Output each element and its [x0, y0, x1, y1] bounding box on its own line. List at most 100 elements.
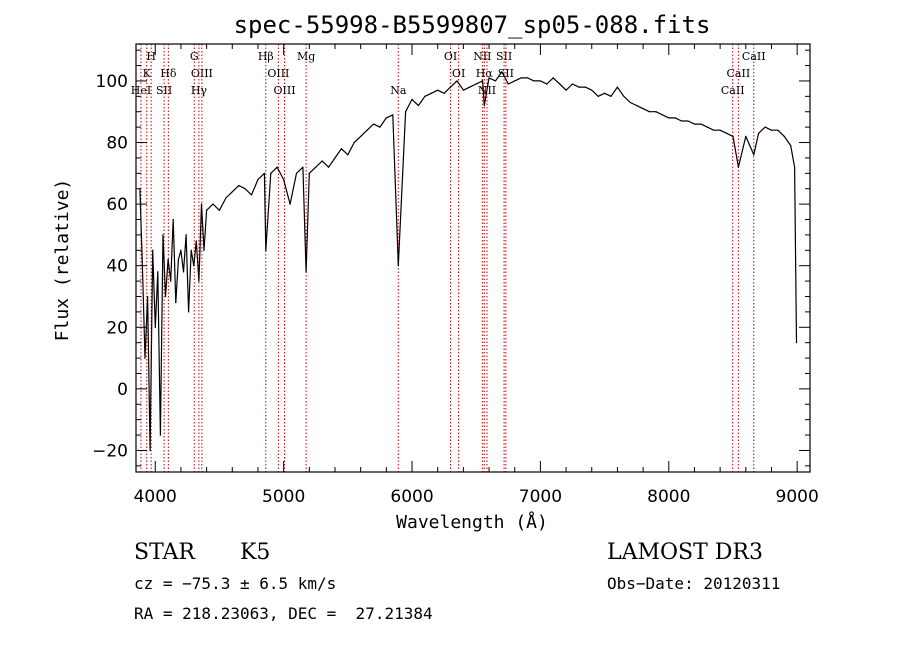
flux-point-92 [610, 95, 612, 97]
flux-point-69 [469, 86, 471, 88]
flux-point-121 [793, 166, 796, 168]
spectral-line-label-0: H [146, 50, 156, 63]
flux-point-17 [182, 271, 185, 273]
flux-point-20 [190, 249, 192, 251]
flux-point-59 [405, 111, 407, 113]
x-tick-label-1: 5000 [262, 487, 305, 507]
flux-point-15 [177, 258, 179, 261]
flux-point-18 [185, 234, 187, 236]
redshift-velocity: cz = −75.3 ± 6.5 km/s [134, 574, 337, 593]
spectral-line-label-2: HeI [131, 84, 151, 97]
flux-point-98 [648, 111, 651, 113]
x-tick-label-4: 8000 [647, 487, 690, 507]
flux-point-48 [334, 157, 336, 159]
flux-point-62 [424, 95, 426, 97]
flux-point-16 [180, 249, 182, 251]
flux-point-109 [719, 129, 721, 131]
plot-frame [135, 43, 811, 473]
flux-point-117 [770, 129, 773, 131]
flux-point-77 [514, 80, 516, 82]
flux-point-50 [347, 154, 349, 156]
flux-point-9 [162, 234, 164, 236]
flux-point-104 [687, 120, 689, 122]
flux-point-54 [372, 123, 375, 125]
flux-point-27 [212, 203, 214, 205]
flux-point-60 [411, 98, 413, 101]
spectral-line-markers: HK HeI SII Hδ G OIII Hγ Hβ OIII OIII Mg Na OI OI NII Hα… [131, 44, 766, 472]
flux-point-11 [167, 258, 169, 261]
flux-point-78 [520, 77, 522, 79]
flux-series [139, 71, 798, 452]
flux-point-80 [533, 80, 535, 82]
flux-point-13 [172, 218, 174, 221]
flux-point-73 [488, 77, 490, 79]
flux-point-107 [706, 126, 708, 128]
y-axis-label: Flux (relative) [52, 179, 73, 342]
spectral-line-label-8: Hβ [258, 50, 274, 63]
flux-point-105 [693, 123, 696, 125]
flux-point-122 [795, 342, 798, 344]
spectral-line-label-22: CaII [721, 84, 745, 97]
spectral-line-label-3: SII [156, 84, 172, 97]
flux-point-37 [270, 172, 272, 174]
flux-point-111 [732, 135, 734, 137]
flux-point-43 [305, 271, 307, 273]
flux-point-114 [753, 154, 755, 156]
flux-point-46 [321, 160, 323, 162]
spectral-line-label-6: OIII [191, 67, 213, 80]
flux-point-57 [392, 114, 394, 116]
flux-point-102 [674, 117, 676, 119]
spectral-line-label-10: OIII [274, 84, 296, 97]
flux-point-26 [206, 209, 208, 211]
spectral-line-label-19: SII [498, 67, 514, 80]
y-tick-label-5: 80 [106, 134, 128, 154]
observation-date: Obs−Date: 20120311 [607, 574, 781, 593]
spectral-line-label-15: NII [473, 50, 491, 63]
chart-title: spec-55998-B5599807_sp05-088.fits [234, 11, 711, 39]
survey-name: LAMOST DR3 [607, 540, 763, 565]
flux-point-29 [225, 197, 227, 199]
flux-point-51 [353, 141, 355, 144]
flux-point-41 [295, 172, 298, 174]
flux-point-86 [571, 83, 574, 85]
y-tick-label-0: −20 [92, 441, 128, 461]
flux-point-23 [198, 280, 200, 282]
y-tick-label-2: 20 [106, 318, 128, 338]
flux-point-34 [257, 178, 259, 181]
flux-point-96 [636, 104, 638, 107]
object-class: STAR [134, 540, 195, 565]
flux-point-95 [629, 101, 631, 104]
flux-point-85 [565, 89, 567, 91]
flux-point-32 [244, 188, 246, 190]
flux-point-3 [146, 295, 149, 298]
flux-point-33 [250, 194, 253, 196]
flux-point-24 [200, 203, 203, 205]
flux-point-14 [175, 302, 177, 304]
flux-point-22 [195, 240, 197, 242]
y-tick-label-6: 100 [96, 72, 128, 92]
flux-point-44 [308, 172, 310, 174]
flux-point-36 [265, 249, 267, 251]
flux-point-8 [159, 434, 161, 436]
flux-point-82 [546, 83, 548, 85]
spectral-line-label-5: G [190, 50, 199, 63]
flux-point-49 [340, 148, 343, 150]
flux-line [139, 71, 798, 451]
flux-point-38 [276, 166, 278, 168]
spectral-line-label-7: Hγ [191, 84, 208, 97]
spectral-line-label-11: Mg [297, 50, 315, 63]
flux-point-89 [591, 89, 593, 91]
flux-point-79 [526, 77, 529, 79]
flux-point-81 [539, 80, 542, 82]
flux-point-28 [218, 209, 221, 211]
flux-point-39 [283, 178, 285, 181]
flux-point-42 [302, 166, 304, 168]
flux-point-6 [154, 326, 156, 328]
flux-point-7 [157, 271, 159, 273]
flux-point-70 [475, 83, 477, 85]
flux-point-58 [397, 265, 399, 267]
spectral-line-label-9: OIII [267, 67, 289, 80]
flux-point-30 [231, 191, 233, 193]
flux-point-71 [482, 80, 484, 82]
